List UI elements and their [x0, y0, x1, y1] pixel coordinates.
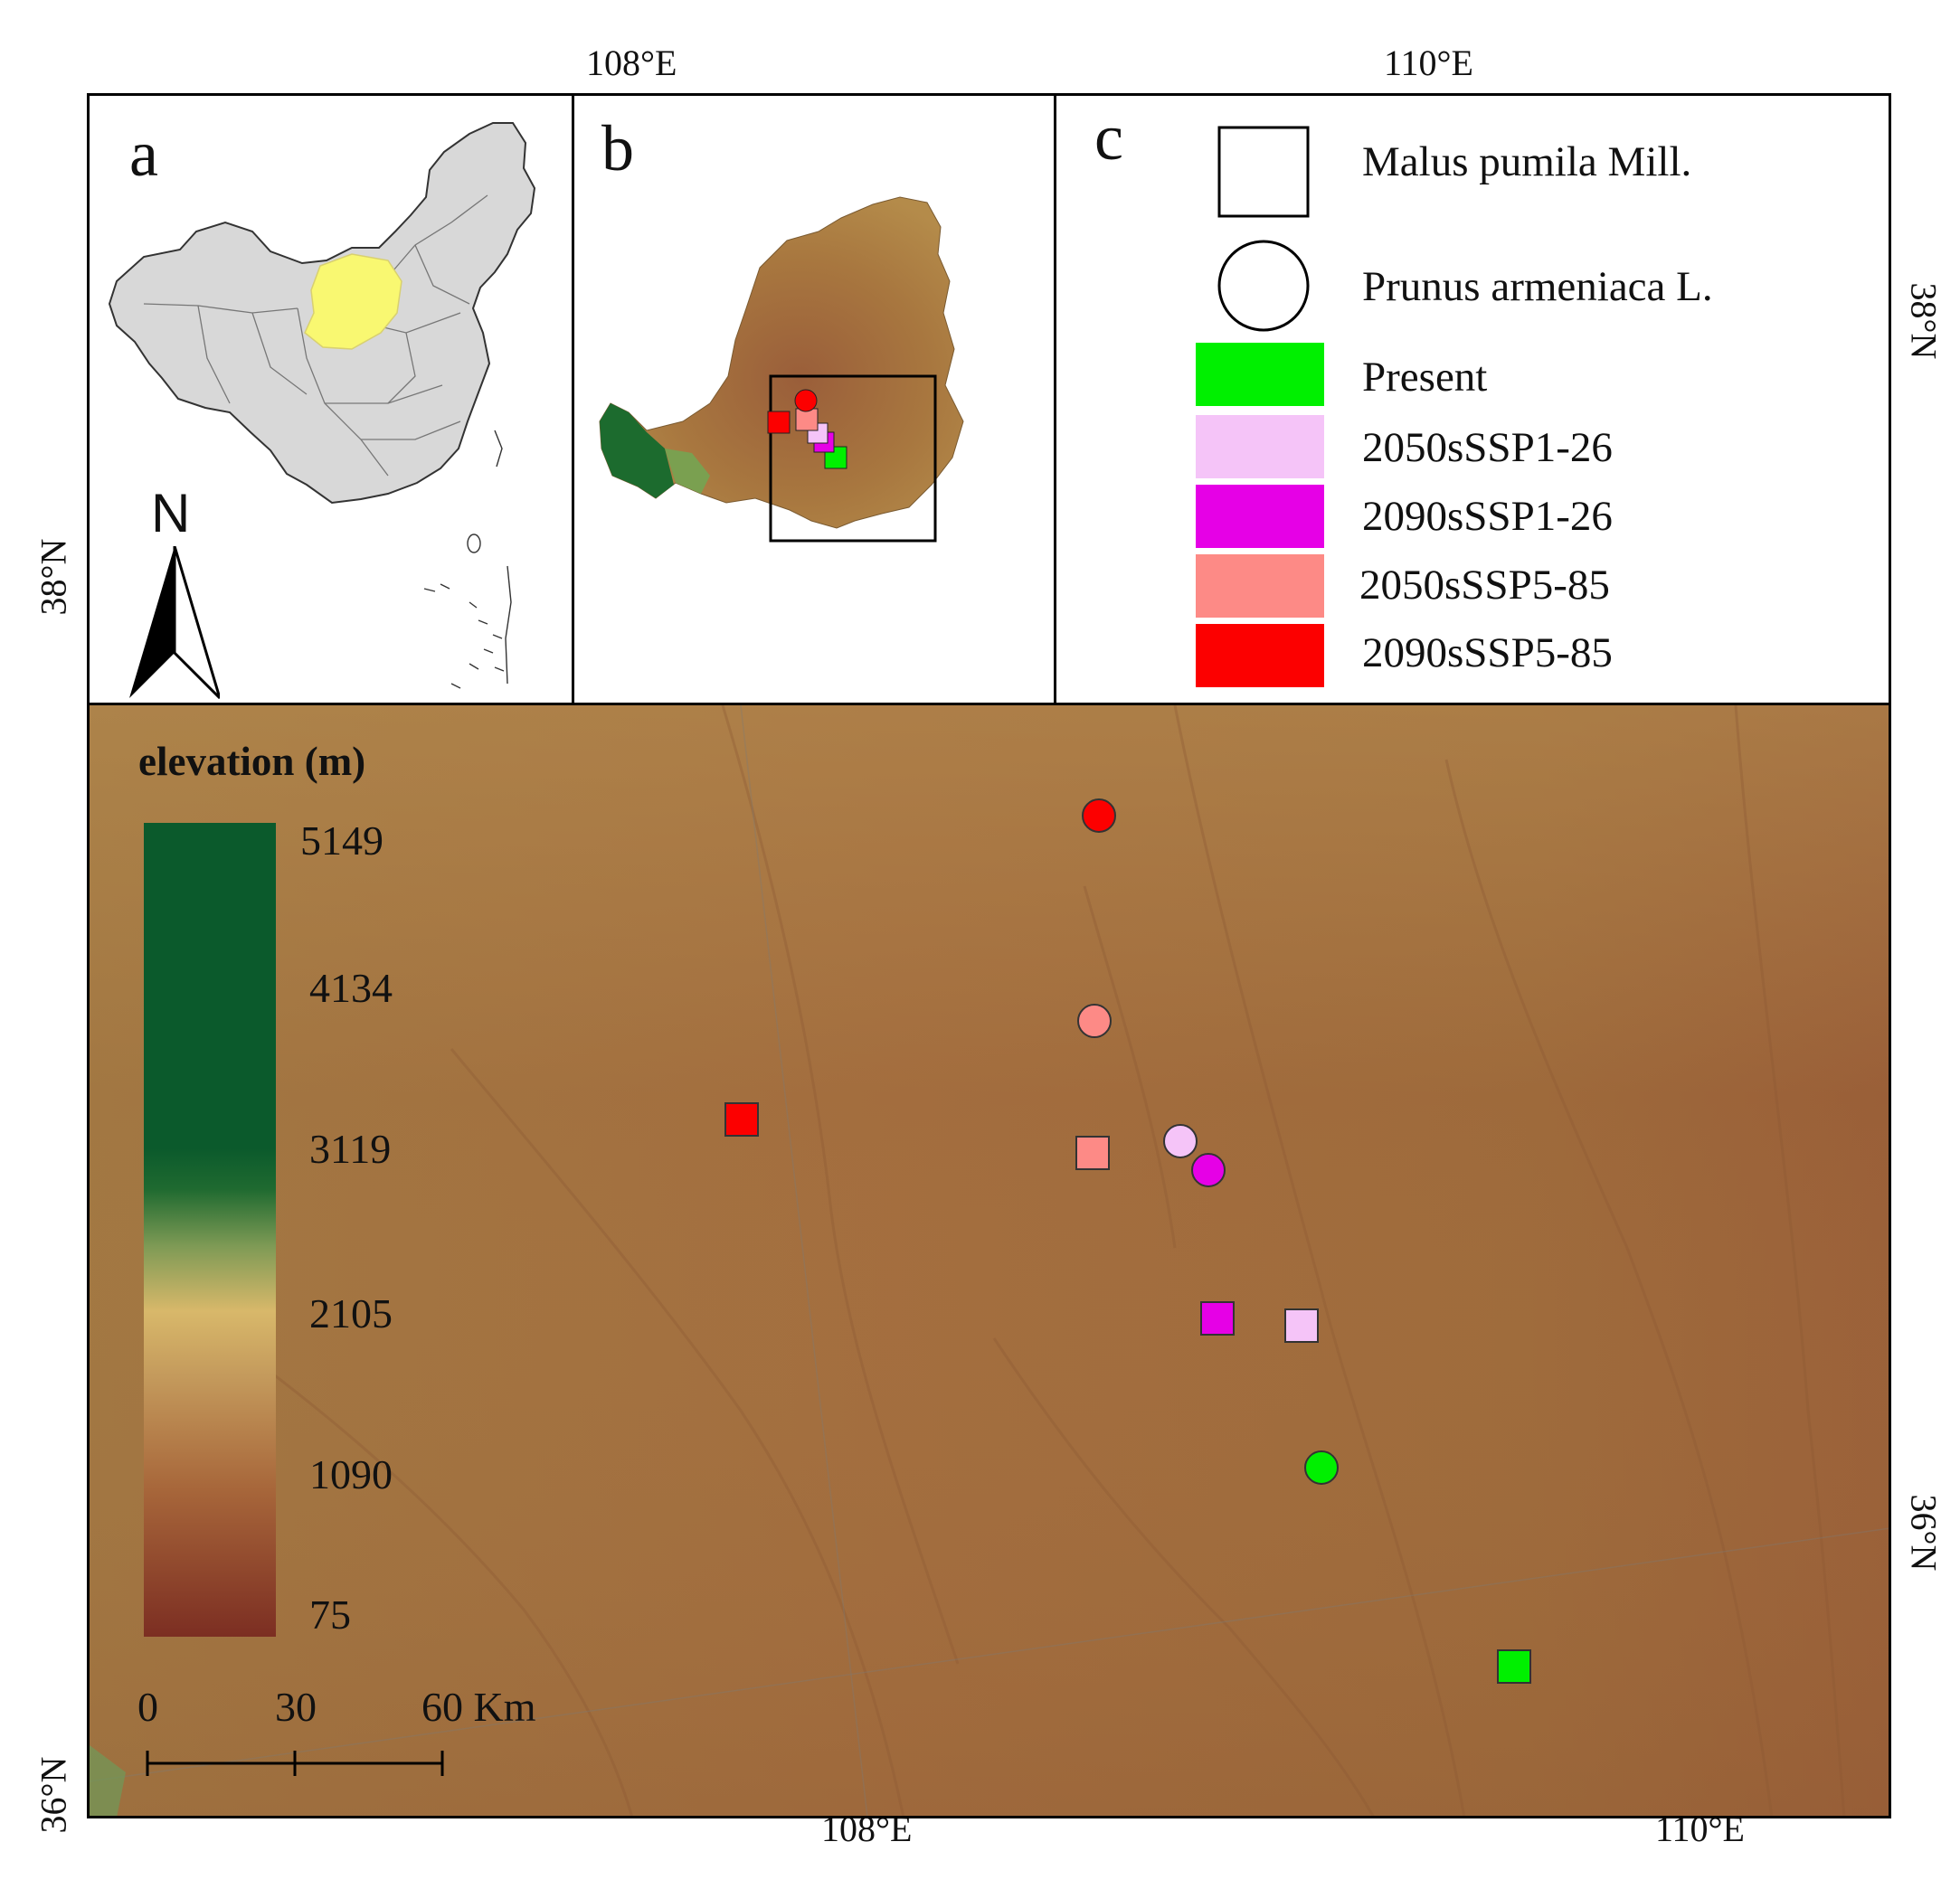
plateau-shape [599, 196, 964, 529]
scale-label-30: 30 [275, 1684, 317, 1730]
prunus-2090-ssp585-point [1082, 798, 1116, 833]
lat-label-36-right: 36°N [1903, 1494, 1945, 1572]
legend-malus-label: Malus pumila Mill. [1362, 138, 1692, 185]
malus-2050-ssp585-point [1075, 1136, 1110, 1170]
north-arrow-label: N [151, 483, 191, 543]
swatch-present [1196, 343, 1324, 406]
legend-2050-ssp126-label: 2050sSSP1-26 [1362, 424, 1613, 471]
lat-label-38-left: 38°N [33, 538, 74, 616]
legend-2050-ssp585-label: 2050sSSP5-85 [1359, 562, 1610, 609]
legend-prunus-label: Prunus armeniaca L. [1362, 263, 1713, 310]
elev-tick-4134: 4134 [309, 965, 393, 1011]
legend-present-label: Present [1362, 354, 1488, 401]
panel-a-letter: a [129, 118, 158, 190]
elev-tick-5149: 5149 [300, 817, 383, 864]
legend-2090-ssp126-label: 2090sSSP1-26 [1362, 493, 1613, 540]
scale-bar [146, 1751, 444, 1776]
swatch-2090-ssp585 [1196, 624, 1324, 687]
elev-tick-1090: 1090 [309, 1451, 393, 1497]
province-boundaries [143, 194, 488, 477]
prunus-present-point [1304, 1450, 1339, 1485]
swatch-2050-ssp126 [1196, 415, 1324, 478]
elev-tick-3119: 3119 [309, 1126, 392, 1172]
terrain-raster [90, 705, 1889, 1816]
swatch-2090-ssp126 [1196, 485, 1324, 548]
elevation-color-ramp [144, 823, 276, 1637]
malus-2090-ssp126-point [1200, 1301, 1235, 1336]
scale-label-60km: 60 Km [421, 1684, 536, 1730]
zoom-extent-box [769, 374, 937, 543]
lat-label-38-right: 38°N [1903, 282, 1945, 360]
main-elevation-map: elevation (m) 5149 4134 3119 2105 1090 7… [87, 703, 1891, 1818]
high-elevation-west [600, 403, 674, 498]
loess-plateau-dem [599, 196, 964, 543]
circle-shape-icon [1217, 240, 1310, 332]
scale-label-0: 0 [137, 1684, 158, 1730]
prunus-2050-ssp126-point [1163, 1124, 1198, 1158]
graticule-lines [90, 705, 1889, 1816]
malus-2090-ssp585-point [724, 1102, 759, 1137]
prunus-2050-ssp585-point [1077, 1004, 1112, 1038]
legend-2090-ssp585-label: 2090sSSP5-85 [1362, 629, 1613, 676]
panel-b-study-area-map: b [572, 93, 1056, 705]
lon-label-108-top: 108°E [586, 43, 677, 83]
loess-plateau-study-area [304, 253, 402, 350]
panel-c-letter: c [1094, 101, 1123, 174]
elevation-legend-title: elevation (m) [138, 739, 366, 784]
ssp585-2090-marker-b [767, 411, 791, 434]
square-shape-icon [1217, 126, 1310, 218]
panel-b-letter: b [601, 112, 634, 184]
prunus-ssp585-2090-marker-b [794, 389, 818, 412]
elev-tick-75: 75 [309, 1591, 351, 1638]
north-arrow-icon [129, 546, 220, 700]
panel-c-legend: c Malus pumila Mill. Prunus armeniaca L.… [1054, 93, 1891, 705]
china-outline-map [108, 122, 536, 689]
legend-shape-icons [1217, 126, 1310, 332]
lon-label-110-top: 110°E [1384, 43, 1473, 83]
panel-a-china-map: a N [87, 93, 574, 705]
lat-label-36-left: 36°N [33, 1756, 74, 1834]
scenario-markers [724, 798, 1531, 1684]
prunus-2090-ssp126-point [1191, 1153, 1226, 1187]
river-channels [224, 705, 1846, 1816]
ssp585-2050-marker-b [795, 408, 819, 431]
mid-elevation-slope [665, 449, 710, 494]
elev-tick-2105: 2105 [309, 1290, 393, 1336]
malus-2050-ssp126-point [1284, 1308, 1319, 1343]
south-china-sea-islands [423, 430, 512, 689]
swatch-2050-ssp585 [1196, 554, 1324, 618]
malus-present-point [1497, 1649, 1531, 1684]
